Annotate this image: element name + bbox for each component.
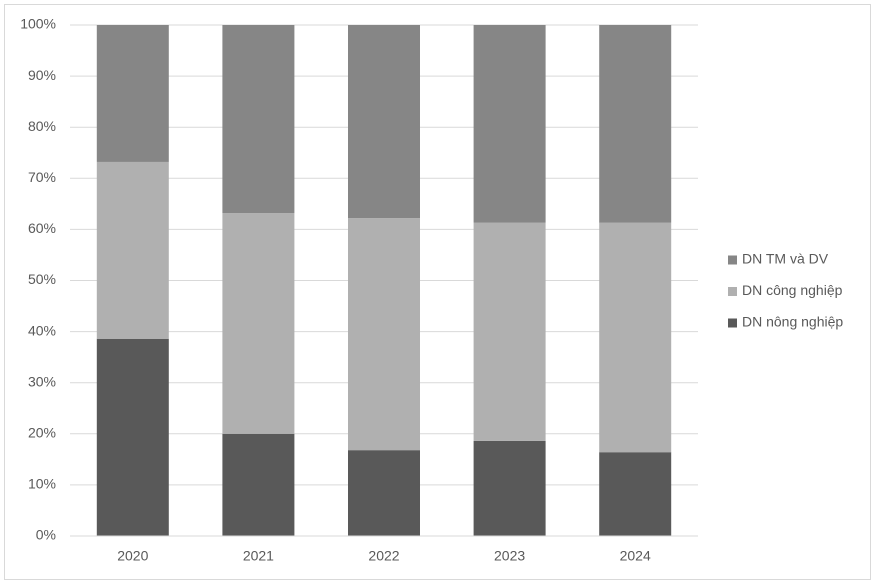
y-tick-label: 100%	[20, 16, 56, 32]
bar-segment	[222, 433, 295, 536]
x-tick-label: 2023	[494, 548, 525, 564]
x-tick-label: 2021	[243, 548, 274, 564]
x-tick-label: 2024	[620, 548, 651, 564]
y-tick-label: 20%	[28, 425, 56, 441]
legend-label: DN nông nghiệp	[742, 314, 843, 330]
bar-segment	[599, 222, 672, 453]
x-tick-label: 2022	[368, 548, 399, 564]
y-tick-label: 30%	[28, 373, 56, 389]
bar-segment	[348, 218, 420, 451]
bar-segment	[348, 450, 420, 536]
bar-segment	[599, 25, 672, 223]
y-tick-label: 0%	[36, 527, 56, 543]
x-tick-label: 2020	[117, 548, 148, 564]
y-tick-label: 40%	[28, 322, 56, 338]
bar-segment	[599, 452, 672, 536]
y-tick-label: 50%	[28, 271, 56, 287]
bar-segment	[96, 25, 169, 162]
bar-segment	[222, 213, 295, 434]
y-tick-label: 70%	[28, 169, 56, 185]
bar-segment	[348, 25, 420, 219]
bar-segment	[222, 25, 295, 214]
bar-segment	[96, 338, 169, 536]
legend-swatch	[728, 318, 737, 328]
y-tick-label: 10%	[28, 476, 56, 492]
y-tick-label: 90%	[28, 67, 56, 83]
y-tick-label: 60%	[28, 220, 56, 236]
legend-swatch	[728, 287, 737, 296]
legend-label: DN công nghiệp	[742, 282, 843, 298]
bar-segment	[473, 25, 546, 223]
legend-swatch	[728, 255, 737, 265]
legend-label: DN TM và DV	[742, 251, 829, 267]
bar-segment	[473, 222, 546, 441]
bar-segment	[96, 161, 169, 339]
bar-segment	[473, 440, 546, 536]
y-tick-label: 80%	[28, 118, 56, 134]
